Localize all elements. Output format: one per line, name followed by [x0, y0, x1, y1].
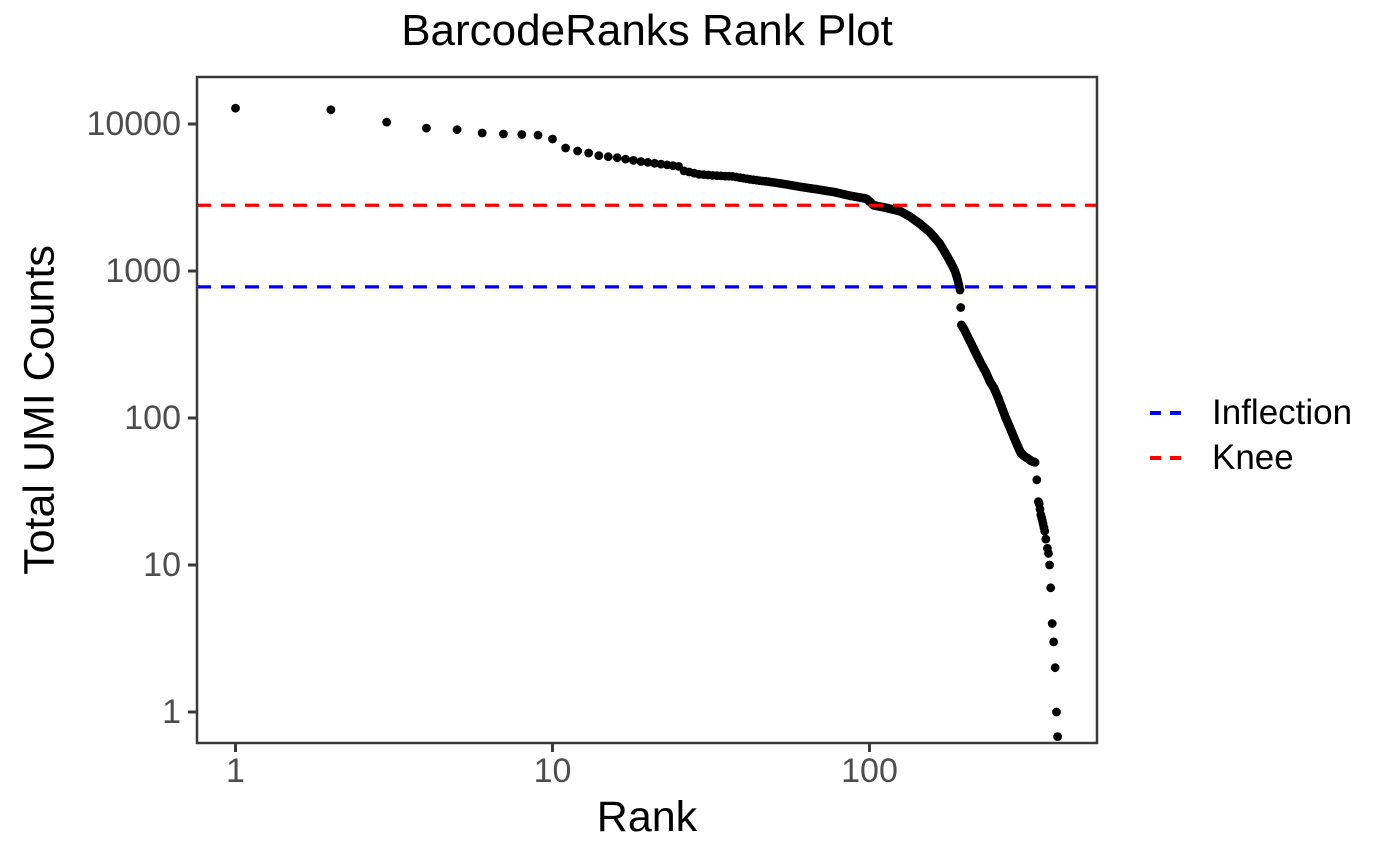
y-axis-tick-label: 100 [124, 399, 181, 437]
data-point [629, 156, 638, 165]
data-point [956, 303, 966, 312]
data-point [643, 158, 653, 167]
data-point [499, 129, 508, 139]
knee-dashed-line-swatch [1150, 455, 1186, 460]
inflection-dashed-line-swatch [1150, 410, 1186, 415]
data-point [1041, 534, 1051, 544]
data-point [573, 146, 582, 156]
barcode-rank-points [231, 103, 1062, 741]
data-point [584, 148, 593, 158]
data-point [533, 130, 543, 140]
x-axis-tick-label: 1 [226, 752, 245, 790]
chart-title: BarcodeRanks Rank Plot [401, 6, 893, 55]
panel-border [195, 75, 1099, 745]
data-point [382, 117, 392, 127]
data-point [1053, 732, 1062, 741]
data-point [1040, 526, 1050, 536]
data-point [955, 285, 965, 295]
data-point [1046, 583, 1056, 593]
data-point [621, 154, 630, 164]
y-axis-tick-label: 1 [162, 693, 181, 731]
data-point [1049, 637, 1059, 647]
data-point [517, 130, 527, 139]
x-axis-tick-label: 100 [841, 752, 898, 790]
x-axis-title: Rank [596, 793, 698, 841]
data-point [594, 151, 604, 161]
legend-label-inflection: Inflection [1212, 392, 1353, 432]
data-point [1044, 549, 1053, 558]
y-axis-tick-label: 1000 [105, 252, 181, 290]
data-point [422, 123, 431, 133]
data-point [1045, 560, 1054, 570]
y-axis-tick-label: 10000 [86, 105, 181, 143]
legend-label-knee: Knee [1212, 437, 1294, 477]
x-axis-tick-label: 10 [534, 752, 572, 790]
data-point [1052, 707, 1061, 717]
data-point [1030, 457, 1040, 467]
data-point [1050, 663, 1060, 673]
data-point [603, 152, 613, 162]
data-point [477, 128, 487, 138]
legend: Inflection Knee [1150, 390, 1352, 480]
y-axis-tick-label: 10 [143, 546, 181, 584]
data-point [612, 153, 622, 163]
data-point [548, 134, 557, 144]
data-point [452, 125, 462, 135]
data-point [1032, 475, 1042, 485]
legend-item-inflection: Inflection [1150, 390, 1352, 435]
data-point [326, 105, 336, 115]
data-point [636, 157, 646, 166]
data-point [1047, 619, 1057, 628]
data-point [231, 103, 240, 113]
data-point [561, 143, 570, 153]
data-point [650, 158, 659, 168]
legend-item-knee: Knee [1150, 435, 1352, 480]
